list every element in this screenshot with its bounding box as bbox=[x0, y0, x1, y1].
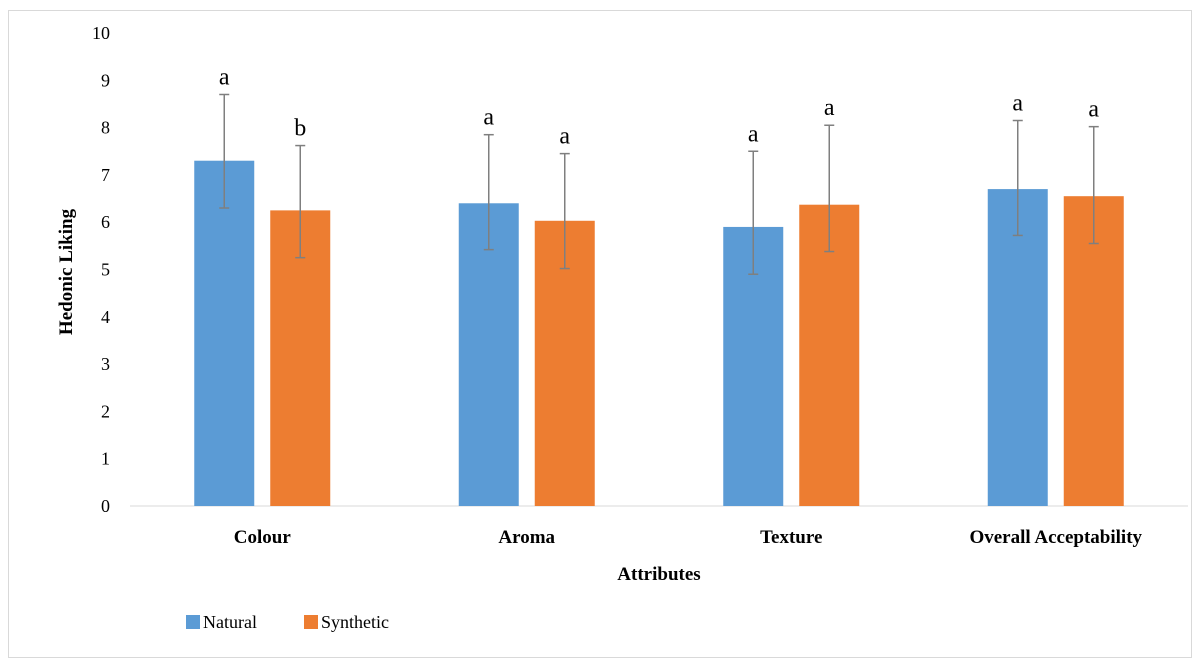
y-tick-label: 10 bbox=[92, 23, 110, 43]
significance-label: a bbox=[483, 105, 494, 131]
significance-label: a bbox=[824, 95, 835, 121]
bars: a b a a a a a a bbox=[194, 64, 1124, 506]
legend: Natural Synthetic bbox=[186, 612, 389, 632]
bar-synthetic-texture bbox=[799, 204, 860, 506]
bar-natural-colour bbox=[194, 160, 255, 506]
y-tick-label: 7 bbox=[101, 165, 110, 185]
y-axis-title: Hedonic Liking bbox=[56, 208, 77, 335]
legend-swatch-natural bbox=[186, 615, 200, 629]
y-tick-label: 6 bbox=[101, 212, 110, 232]
bar-synthetic-colour bbox=[270, 210, 331, 506]
y-tick-label: 2 bbox=[101, 401, 110, 421]
y-tick-label: 5 bbox=[101, 260, 110, 280]
y-tick-label: 9 bbox=[101, 70, 110, 90]
x-category-label: Colour bbox=[234, 527, 292, 548]
legend-label-synthetic: Synthetic bbox=[321, 612, 389, 632]
y-tick-label: 3 bbox=[101, 354, 110, 374]
bar-natural-aroma bbox=[458, 203, 519, 506]
bar-synthetic-overall-acceptability bbox=[1063, 196, 1124, 506]
significance-label: a bbox=[1088, 97, 1099, 123]
x-axis-title: Attributes bbox=[617, 564, 700, 585]
y-tick-label: 4 bbox=[101, 307, 110, 327]
significance-label: a bbox=[219, 64, 230, 90]
x-category-label: Overall Acceptability bbox=[969, 527, 1142, 548]
legend-swatch-synthetic bbox=[304, 615, 318, 629]
legend-label-natural: Natural bbox=[203, 612, 257, 632]
y-tick-label: 0 bbox=[101, 496, 110, 516]
y-tick-label: 8 bbox=[101, 118, 110, 138]
significance-label: a bbox=[1012, 91, 1023, 117]
y-tick-label: 1 bbox=[101, 449, 110, 469]
significance-label: a bbox=[559, 124, 570, 150]
x-category-label: Aroma bbox=[498, 527, 555, 548]
x-category-label: Texture bbox=[760, 527, 822, 548]
bar-natural-overall-acceptability bbox=[987, 189, 1048, 506]
significance-label: b bbox=[294, 116, 306, 142]
y-axis-ticks: 0 1 2 3 4 5 6 7 8 9 10 bbox=[92, 23, 110, 516]
x-axis-labels: Colour Aroma Texture Overall Acceptability bbox=[234, 527, 1143, 548]
significance-label: a bbox=[748, 121, 759, 147]
